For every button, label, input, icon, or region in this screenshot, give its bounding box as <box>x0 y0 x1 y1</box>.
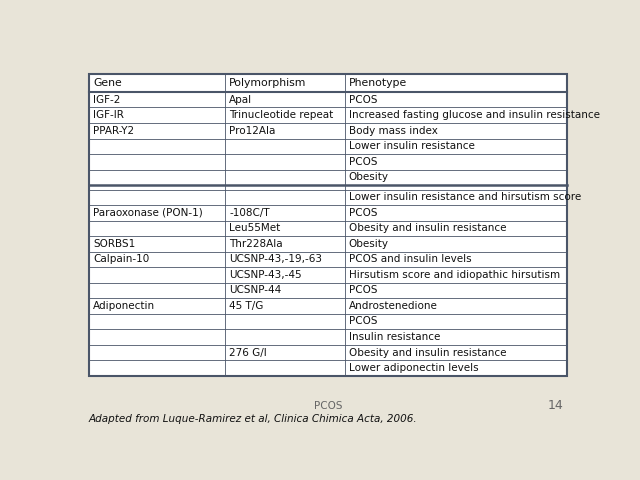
Text: 276 G/I: 276 G/I <box>229 348 267 358</box>
Text: PCOS: PCOS <box>349 157 377 167</box>
Text: 14: 14 <box>548 399 564 412</box>
Text: PCOS: PCOS <box>349 95 377 105</box>
Text: PCOS: PCOS <box>314 401 342 411</box>
Text: Calpain-10: Calpain-10 <box>93 254 149 264</box>
Text: PCOS: PCOS <box>349 316 377 326</box>
Text: UCSNP-44: UCSNP-44 <box>229 286 282 296</box>
Text: Lower adiponectin levels: Lower adiponectin levels <box>349 363 478 373</box>
Text: Pro12Ala: Pro12Ala <box>229 126 276 136</box>
Text: Lower insulin resistance and hirsutism score: Lower insulin resistance and hirsutism s… <box>349 192 581 202</box>
Text: ApaI: ApaI <box>229 95 252 105</box>
Text: Insulin resistance: Insulin resistance <box>349 332 440 342</box>
Text: UCSNP-43,-45: UCSNP-43,-45 <box>229 270 302 280</box>
Text: Gene: Gene <box>93 78 122 88</box>
Text: Trinucleotide repeat: Trinucleotide repeat <box>229 110 333 120</box>
Text: IGF-IR: IGF-IR <box>93 110 124 120</box>
Text: Leu55Met: Leu55Met <box>229 223 280 233</box>
Text: SORBS1: SORBS1 <box>93 239 135 249</box>
Text: UCSNP-43,-19,-63: UCSNP-43,-19,-63 <box>229 254 322 264</box>
Text: 45 T/G: 45 T/G <box>229 301 264 311</box>
Text: PCOS and insulin levels: PCOS and insulin levels <box>349 254 471 264</box>
Text: Increased fasting glucose and insulin resistance: Increased fasting glucose and insulin re… <box>349 110 600 120</box>
Text: Adiponectin: Adiponectin <box>93 301 155 311</box>
Text: PCOS: PCOS <box>349 208 377 218</box>
Text: Androstenedione: Androstenedione <box>349 301 438 311</box>
Text: IGF-2: IGF-2 <box>93 95 120 105</box>
Text: Obesity: Obesity <box>349 172 388 182</box>
Text: Hirsutism score and idiopathic hirsutism: Hirsutism score and idiopathic hirsutism <box>349 270 560 280</box>
Text: Polymorphism: Polymorphism <box>229 78 307 88</box>
Text: Obesity: Obesity <box>349 239 388 249</box>
Text: Phenotype: Phenotype <box>349 78 407 88</box>
Text: PCOS: PCOS <box>349 286 377 296</box>
Text: Obesity and insulin resistance: Obesity and insulin resistance <box>349 348 506 358</box>
Text: Thr228Ala: Thr228Ala <box>229 239 283 249</box>
Text: Obesity and insulin resistance: Obesity and insulin resistance <box>349 223 506 233</box>
Bar <box>89 74 567 376</box>
Text: Body mass index: Body mass index <box>349 126 438 136</box>
Text: -108C/T: -108C/T <box>229 208 270 218</box>
Text: Paraoxonase (PON-1): Paraoxonase (PON-1) <box>93 208 203 218</box>
Text: PPAR-Y2: PPAR-Y2 <box>93 126 134 136</box>
Text: Lower insulin resistance: Lower insulin resistance <box>349 141 475 151</box>
Text: Adapted from Luque-Ramirez et al, Clinica Chimica Acta, 2006.: Adapted from Luque-Ramirez et al, Clinic… <box>89 414 417 424</box>
